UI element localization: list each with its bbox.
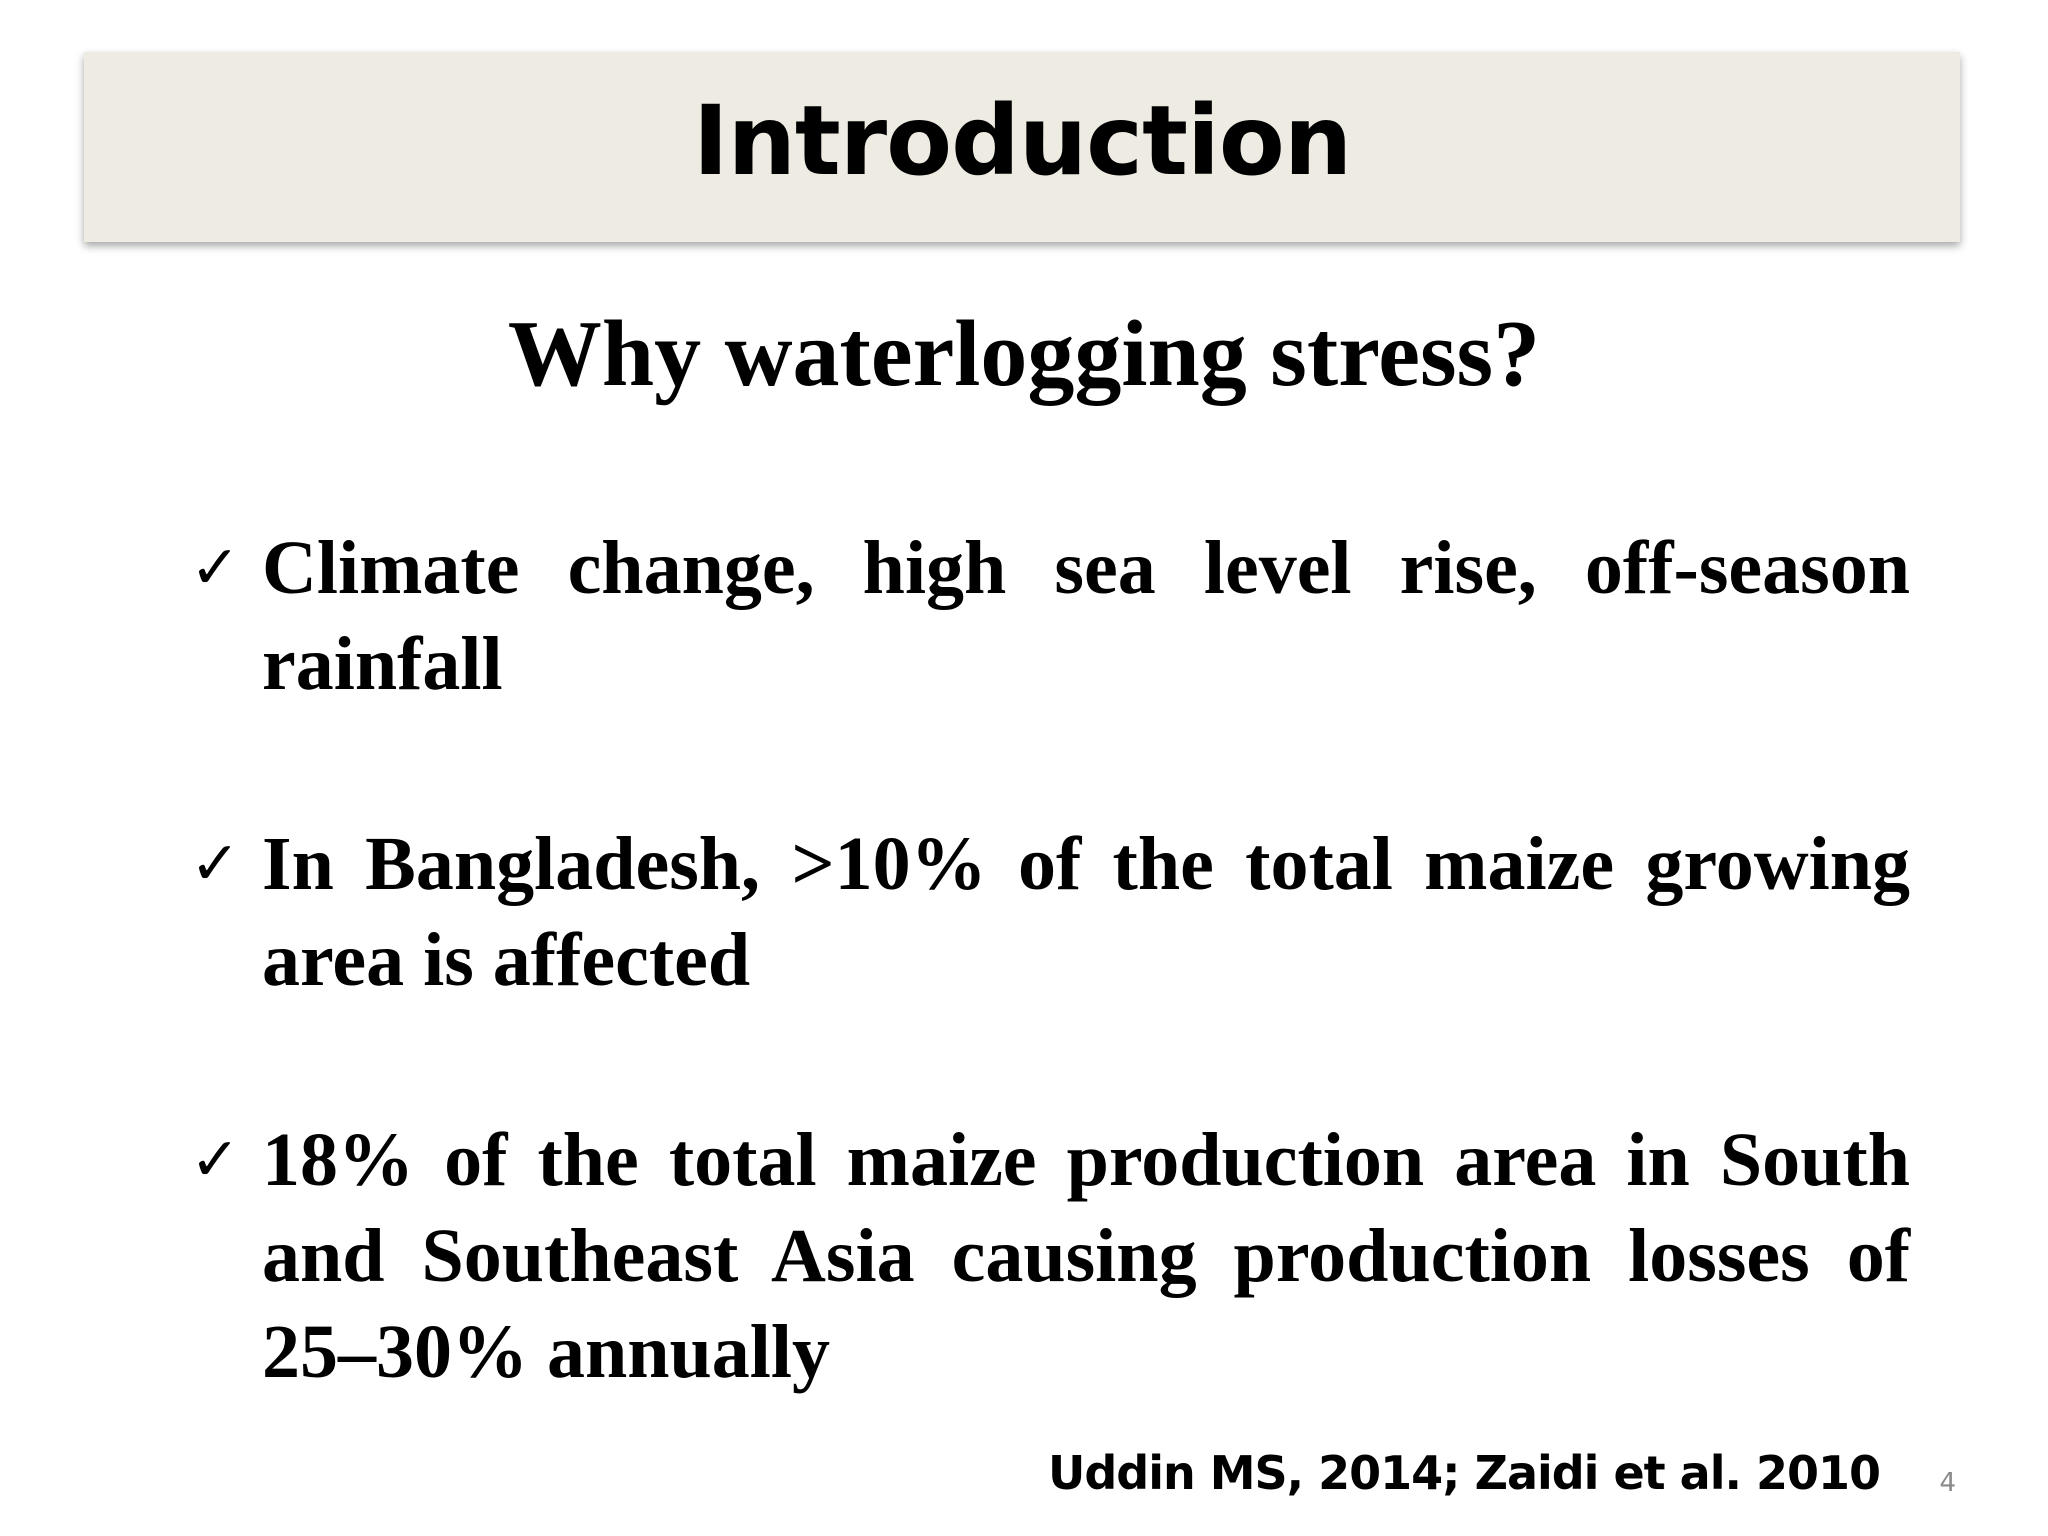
- slide-subtitle: Why waterlogging stress?: [507, 302, 1541, 406]
- check-icon: ✓: [190, 829, 241, 899]
- page-number: 4: [1939, 1468, 1956, 1498]
- bullet-item-asia: ✓ 18% of the total maize production area…: [190, 1112, 1910, 1400]
- bullet-item-climate: ✓ Climate change, high sea level rise, o…: [190, 520, 1910, 712]
- check-icon: ✓: [190, 533, 241, 603]
- check-icon: ✓: [190, 1125, 241, 1195]
- bullet-item-bangladesh: ✓ In Bangladesh, >10% of the total maize…: [190, 816, 1910, 1008]
- citation: Uddin MS, 2014; Zaidi et al. 2010: [1048, 1446, 1881, 1500]
- bullet-list: ✓ Climate change, high sea level rise, o…: [190, 520, 1910, 1400]
- bullet-text: Climate change, high sea level rise, off…: [262, 526, 1910, 706]
- bullet-text: In Bangladesh, >10% of the total maize g…: [262, 822, 1910, 1002]
- bullet-text: 18% of the total maize production area i…: [262, 1118, 1910, 1394]
- title-bar: Introduction: [84, 52, 1960, 242]
- slide-title: Introduction: [692, 85, 1352, 197]
